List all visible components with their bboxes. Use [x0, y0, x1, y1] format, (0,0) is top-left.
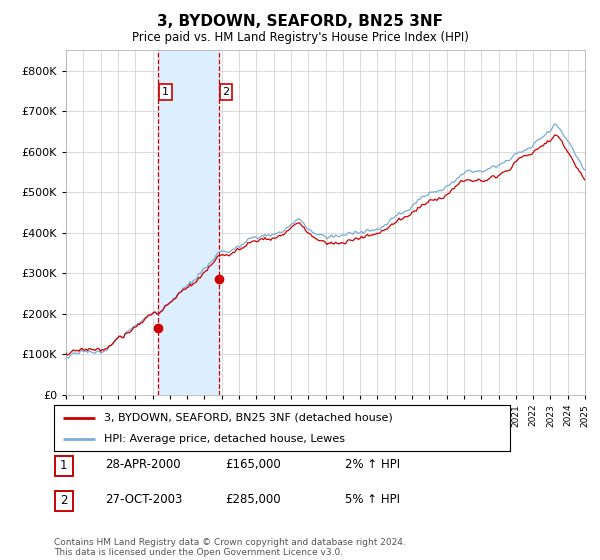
Text: 28-APR-2000: 28-APR-2000 — [105, 458, 181, 472]
Text: HPI: Average price, detached house, Lewes: HPI: Average price, detached house, Lewe… — [104, 435, 345, 444]
Text: 1: 1 — [162, 87, 169, 97]
Text: Price paid vs. HM Land Registry's House Price Index (HPI): Price paid vs. HM Land Registry's House … — [131, 31, 469, 44]
Text: 3, BYDOWN, SEAFORD, BN25 3NF: 3, BYDOWN, SEAFORD, BN25 3NF — [157, 14, 443, 29]
Text: Contains HM Land Registry data © Crown copyright and database right 2024.
This d: Contains HM Land Registry data © Crown c… — [54, 538, 406, 557]
Text: 2: 2 — [223, 87, 230, 97]
Text: 2% ↑ HPI: 2% ↑ HPI — [345, 458, 400, 472]
Text: £165,000: £165,000 — [225, 458, 281, 472]
Text: 27-OCT-2003: 27-OCT-2003 — [105, 493, 182, 506]
Bar — [158, 50, 218, 395]
Text: 2: 2 — [60, 494, 68, 507]
Text: 5% ↑ HPI: 5% ↑ HPI — [345, 493, 400, 506]
Text: £285,000: £285,000 — [225, 493, 281, 506]
Text: 1: 1 — [60, 459, 68, 473]
Text: 3, BYDOWN, SEAFORD, BN25 3NF (detached house): 3, BYDOWN, SEAFORD, BN25 3NF (detached h… — [104, 413, 393, 423]
